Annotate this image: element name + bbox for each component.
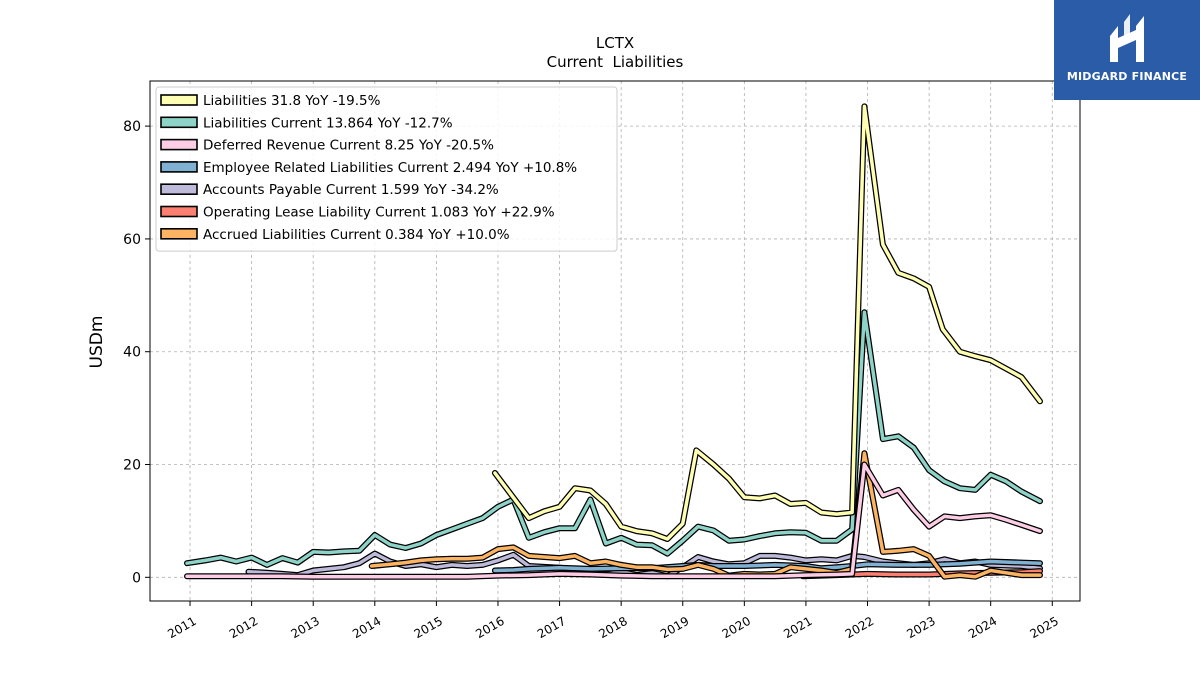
series-liabilities xyxy=(491,103,1043,542)
legend-item: Liabilities 31.8 YoY -19.5% xyxy=(160,93,381,109)
series-line xyxy=(493,104,1042,541)
series-liabilities-current xyxy=(184,309,1043,568)
y-axis-label: USDm xyxy=(87,316,107,369)
legend-item: Deferred Revenue Current 8.25 YoY -20.5% xyxy=(160,138,494,154)
series-employee-related-liabilities-current xyxy=(491,558,1043,574)
y-tick-label: 0 xyxy=(132,570,141,586)
y-tick-label: 80 xyxy=(123,119,141,135)
legend-label: Deferred Revenue Current 8.25 YoY -20.5% xyxy=(203,138,494,154)
series-deferred-revenue-current xyxy=(184,461,1043,580)
legend-label: Employee Related Liabilities Current 2.4… xyxy=(203,160,577,176)
x-tick-label: 2023 xyxy=(904,614,937,641)
legend-swatch xyxy=(160,94,198,106)
legend-swatch xyxy=(160,116,198,129)
series-line xyxy=(185,462,1042,579)
x-tick-label: 2015 xyxy=(412,614,445,641)
legend-swatch xyxy=(160,228,198,240)
x-tick-label: 2022 xyxy=(843,614,876,641)
legend-swatch xyxy=(160,138,198,151)
series-line xyxy=(493,559,1042,573)
legend-item: Accounts Payable Current 1.599 YoY -34.2… xyxy=(160,182,499,198)
legend-swatch xyxy=(160,183,198,195)
brand-name: MIDGARD FINANCE xyxy=(1066,70,1188,83)
legend-label: Accounts Payable Current 1.599 YoY -34.2… xyxy=(203,182,499,198)
x-tick-label: 2024 xyxy=(966,614,999,641)
legend-label: Liabilities 31.8 YoY -19.5% xyxy=(203,93,381,109)
legend-box xyxy=(155,86,618,252)
y-tick-label: 60 xyxy=(123,232,141,248)
chart-subtitle: Current Liabilities xyxy=(547,53,684,71)
legend-item: Operating Lease Liability Current 1.083 … xyxy=(160,205,555,221)
legend-item: Liabilities Current 13.864 YoY -12.7% xyxy=(160,115,453,131)
x-tick-label: 2012 xyxy=(227,614,260,641)
x-tick-label: 2021 xyxy=(781,614,814,641)
series-group xyxy=(184,103,1043,580)
legend-item: Accrued Liabilities Current 0.384 YoY +1… xyxy=(160,227,510,243)
legend-swatch xyxy=(160,161,198,173)
legend-label: Accrued Liabilities Current 0.384 YoY +1… xyxy=(203,227,510,243)
series-line xyxy=(369,451,1042,579)
x-tick-label: 2014 xyxy=(350,614,383,641)
x-tick-label: 2016 xyxy=(473,614,506,641)
x-tick-label: 2018 xyxy=(596,614,629,641)
x-tick-label: 2011 xyxy=(165,614,198,641)
series-outline xyxy=(184,309,1043,568)
y-tick-label: 20 xyxy=(123,458,141,474)
x-tick-label: 2017 xyxy=(535,614,568,641)
chart-title: LCTX xyxy=(596,34,634,52)
x-tick-label: 2013 xyxy=(288,614,321,641)
brand-logo: MIDGARD FINANCE xyxy=(1054,0,1200,100)
plot-frame xyxy=(149,80,1081,602)
legend-swatch xyxy=(160,205,198,218)
legend-item: Employee Related Liabilities Current 2.4… xyxy=(160,160,577,176)
legend: Liabilities 31.8 YoY -19.5% Liabilities C… xyxy=(155,86,618,252)
x-tick-label: 2025 xyxy=(1028,614,1061,641)
x-tick-label: 2019 xyxy=(658,614,691,641)
series-accrued-liabilities-current xyxy=(368,450,1043,580)
logo-mark-icon xyxy=(1110,14,1144,62)
y-tick-label: 40 xyxy=(123,345,141,361)
legend-label: Operating Lease Liability Current 1.083 … xyxy=(203,205,555,221)
series-line xyxy=(185,310,1042,567)
legend-label: Liabilities Current 13.864 YoY -12.7% xyxy=(203,115,453,131)
x-tick-label: 2020 xyxy=(720,614,753,641)
